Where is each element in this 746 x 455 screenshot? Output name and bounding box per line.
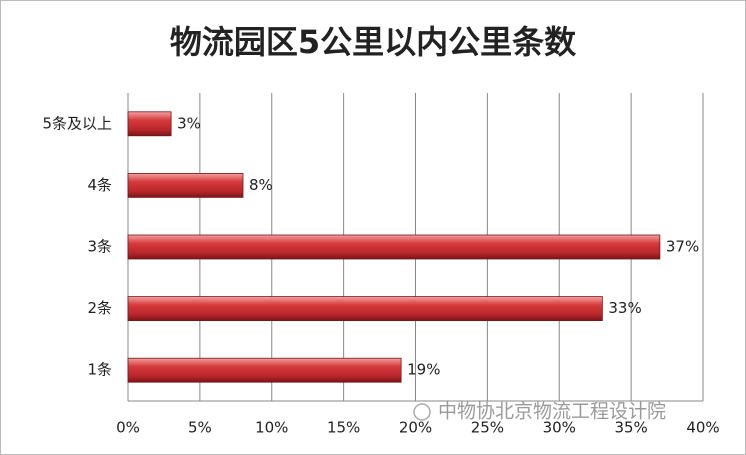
y-tick-label: 2条 [87,299,112,317]
bar [127,296,603,322]
watermark: 中物协北京物流工程设计院 [438,401,666,423]
y-tick-label: 4条 [87,176,112,194]
x-tick-label: 0% [116,419,140,437]
bar [127,234,661,260]
x-tick-label: 15% [327,419,360,437]
x-tick-label: 35% [614,419,647,437]
x-tick-label: 20% [399,419,432,437]
y-tick-label: 1条 [87,361,112,379]
x-tick-label: 40% [686,419,719,437]
y-tick-label: 5条及以上 [42,114,112,132]
x-tick-label: 5% [188,419,212,437]
bar [127,357,402,383]
watermark-icon [413,403,431,421]
x-tick-label: 25% [471,419,504,437]
value-label: 19% [407,361,440,379]
value-label: 8% [249,176,273,194]
x-tick-label: 10% [255,419,288,437]
value-label: 3% [177,114,201,132]
bar [127,172,244,198]
value-label: 37% [666,238,699,256]
x-tick-label: 30% [543,419,576,437]
value-label: 33% [608,299,641,317]
chart-title: 物流园区5公里以内公里条数 [170,23,577,61]
y-tick-label: 3条 [87,238,112,256]
bar [127,111,172,137]
